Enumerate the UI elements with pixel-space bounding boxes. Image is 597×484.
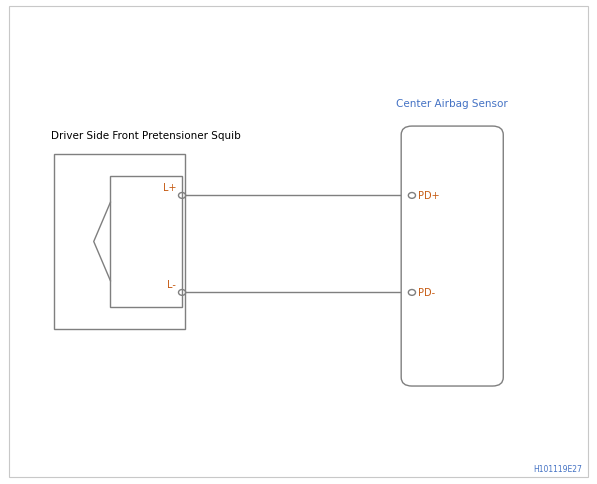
Text: PD-: PD- (418, 288, 436, 298)
Bar (110, 177, 182, 307)
Text: L+: L+ (162, 182, 176, 192)
Text: Driver Side Front Pretensioner Squib: Driver Side Front Pretensioner Squib (51, 130, 241, 140)
FancyBboxPatch shape (401, 127, 503, 386)
Bar (54, 155, 185, 329)
Text: PD+: PD+ (418, 191, 440, 201)
Text: L-: L- (167, 279, 176, 289)
Text: Center Airbag Sensor: Center Airbag Sensor (396, 99, 508, 109)
Text: H101119E27: H101119E27 (533, 464, 582, 473)
